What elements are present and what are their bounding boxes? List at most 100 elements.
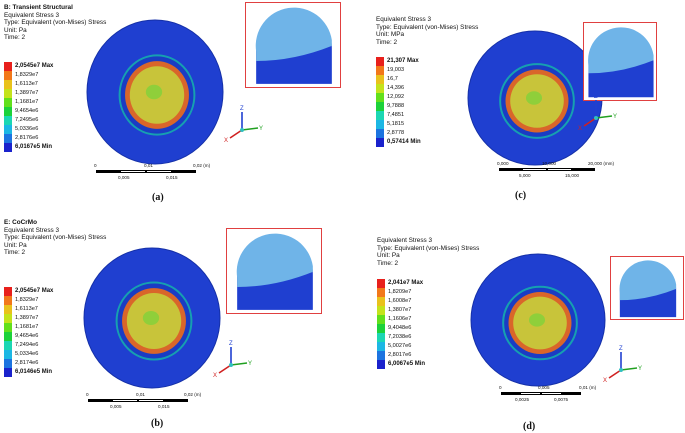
result-time: Time: 2 — [376, 38, 398, 46]
scale-label: 15,000 — [565, 173, 580, 178]
triad-origin — [229, 363, 233, 367]
legend-row: 9,4048e6 — [377, 324, 437, 333]
legend-value: 1,3897e7 — [15, 315, 39, 321]
scale-segment — [541, 392, 581, 395]
legend-swatch — [4, 314, 12, 323]
x-axis — [229, 129, 243, 139]
result-unit: Unit: Pa — [4, 241, 27, 249]
x-axis — [218, 364, 232, 374]
scale-segment — [501, 392, 541, 395]
scale-label: 0,005 — [118, 175, 130, 180]
legend-swatch — [4, 116, 12, 125]
legend-row: 5,1815 — [376, 120, 436, 129]
result-type: Type: Equivalent (von-Mises) Stress — [4, 19, 107, 27]
legend-value: 1,6008e7 — [388, 298, 412, 304]
legend-value: 0,57414 Min — [387, 139, 421, 145]
legend-row: 9,4654e6 — [4, 332, 64, 341]
legend-value: 1,8209e7 — [388, 289, 412, 295]
legend-swatch — [377, 360, 385, 369]
legend-value: 1,1681e7 — [15, 324, 39, 330]
legend-row: 7,2038e6 — [377, 333, 437, 342]
panel-d: Equivalent Stress 3 Type: Equivalent (vo… — [343, 217, 685, 433]
legend-row: 2,8174e6 — [4, 359, 64, 368]
legend-row: 9,4654e6 — [4, 107, 64, 116]
scale-label: 0,005 — [538, 385, 550, 390]
inset-view[interactable] — [245, 2, 341, 88]
panel-c: Equivalent Stress 3 Type: Equivalent (vo… — [343, 0, 685, 216]
legend-value: 7,4851 — [387, 112, 405, 118]
model-view[interactable] — [0, 217, 342, 433]
legend-swatch — [4, 368, 12, 377]
result-type: Type: Equivalent (von-Mises) Stress — [377, 244, 480, 252]
legend-swatch — [377, 288, 385, 297]
cap-stress-zone — [236, 233, 313, 287]
legend-row: 1,8329e7 — [4, 296, 64, 305]
inset-view[interactable] — [226, 228, 322, 314]
axis-triad[interactable]: Z X Y — [0, 0, 342, 216]
legend-row: 2,8176e6 — [4, 134, 64, 143]
legend-row: 5,0334e6 — [4, 350, 64, 359]
y-axis — [595, 115, 613, 119]
legend-row: 5,0027e6 — [377, 342, 437, 351]
peak-spot — [525, 91, 543, 105]
triad-origin — [619, 368, 623, 372]
cap-stress-zone — [255, 7, 332, 61]
result-header: B: Transient Structural Equivalent Stres… — [4, 4, 106, 42]
legend-swatch — [4, 341, 12, 350]
legend-swatch — [377, 324, 385, 333]
axis-triad[interactable]: Z X Y — [0, 217, 342, 433]
z-axis-label: Z — [594, 94, 598, 100]
legend-row: 7,2494e6 — [4, 341, 64, 350]
legend-row: 1,1681e7 — [4, 98, 64, 107]
scale-label: 0,0075 — [554, 397, 569, 402]
legend-value: 6,0146e5 Min — [15, 369, 53, 375]
scale-label: 0,01 — [144, 163, 153, 168]
result-type: Type: Equivalent (von-Mises) Stress — [4, 234, 107, 242]
legend-swatch — [377, 279, 385, 288]
scale-label: 0,02 (m) — [193, 163, 211, 168]
legend-swatch — [4, 98, 12, 107]
legend-swatch — [4, 71, 12, 80]
axis-triad[interactable]: Z X Y — [343, 0, 685, 216]
legend-row: 7,4851 — [376, 111, 436, 120]
inset-view[interactable] — [583, 22, 657, 101]
result-time: Time: 2 — [377, 259, 399, 267]
legend-value: 5,0336e6 — [15, 126, 39, 132]
model-view[interactable] — [343, 217, 685, 433]
legend-value: 2,8174e6 — [15, 360, 39, 366]
legend-value: 2,8176e6 — [15, 135, 39, 141]
legend-value: 5,0334e6 — [15, 351, 39, 357]
result-header: Equivalent Stress 3 Type: Equivalent (vo… — [377, 237, 479, 267]
legend-row: 1,3897e7 — [4, 314, 64, 323]
model-view[interactable] — [343, 0, 685, 216]
legend-swatch — [4, 134, 12, 143]
axis-triad[interactable]: Z X Y — [343, 217, 685, 433]
result-unit: Unit: Pa — [4, 26, 27, 34]
legend-row: 1,1681e7 — [4, 323, 64, 332]
result-header: E: CoCrMo Equivalent Stress 3 Type: Equi… — [4, 219, 106, 257]
legend-swatch — [4, 296, 12, 305]
legend-swatch — [376, 138, 384, 147]
legend-value: 1,6113e7 — [15, 81, 38, 87]
legend-swatch — [377, 306, 385, 315]
legend-row: 16,7 — [376, 75, 436, 84]
peak-spot — [528, 313, 546, 327]
y-axis — [241, 127, 259, 131]
legend-row: 2,041e7 Max — [377, 279, 437, 288]
result-time: Time: 2 — [4, 34, 26, 42]
legend-swatch — [376, 120, 384, 129]
inset-view[interactable] — [610, 256, 684, 320]
caption: (c) — [515, 190, 527, 201]
legend-row: 14,396 — [376, 84, 436, 93]
scale-label: 0,015 — [166, 175, 178, 180]
legend-value: 7,2495e6 — [15, 117, 39, 123]
legend-value: 5,0027e6 — [388, 343, 412, 349]
legend-row: 6,0167e5 Min — [4, 143, 64, 152]
y-axis — [620, 367, 638, 371]
scale-segment — [138, 399, 188, 402]
model-view[interactable] — [0, 0, 342, 216]
legend-swatch — [376, 93, 384, 102]
legend-row: 1,6008e7 — [377, 297, 437, 306]
legend-swatch — [376, 57, 384, 66]
legend-swatch — [4, 359, 12, 368]
